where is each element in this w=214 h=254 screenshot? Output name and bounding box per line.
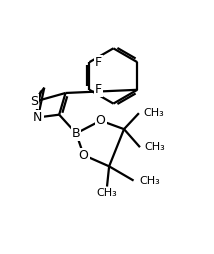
Text: B: B xyxy=(72,127,80,140)
Text: CH₃: CH₃ xyxy=(144,142,165,152)
Text: S: S xyxy=(30,96,38,108)
Text: O: O xyxy=(79,149,89,162)
Text: O: O xyxy=(96,114,106,127)
Text: CH₃: CH₃ xyxy=(143,108,164,118)
Text: F: F xyxy=(95,56,102,69)
Text: CH₃: CH₃ xyxy=(139,176,160,186)
Text: CH₃: CH₃ xyxy=(97,188,117,198)
Text: N: N xyxy=(33,111,43,124)
Text: F: F xyxy=(95,83,102,96)
